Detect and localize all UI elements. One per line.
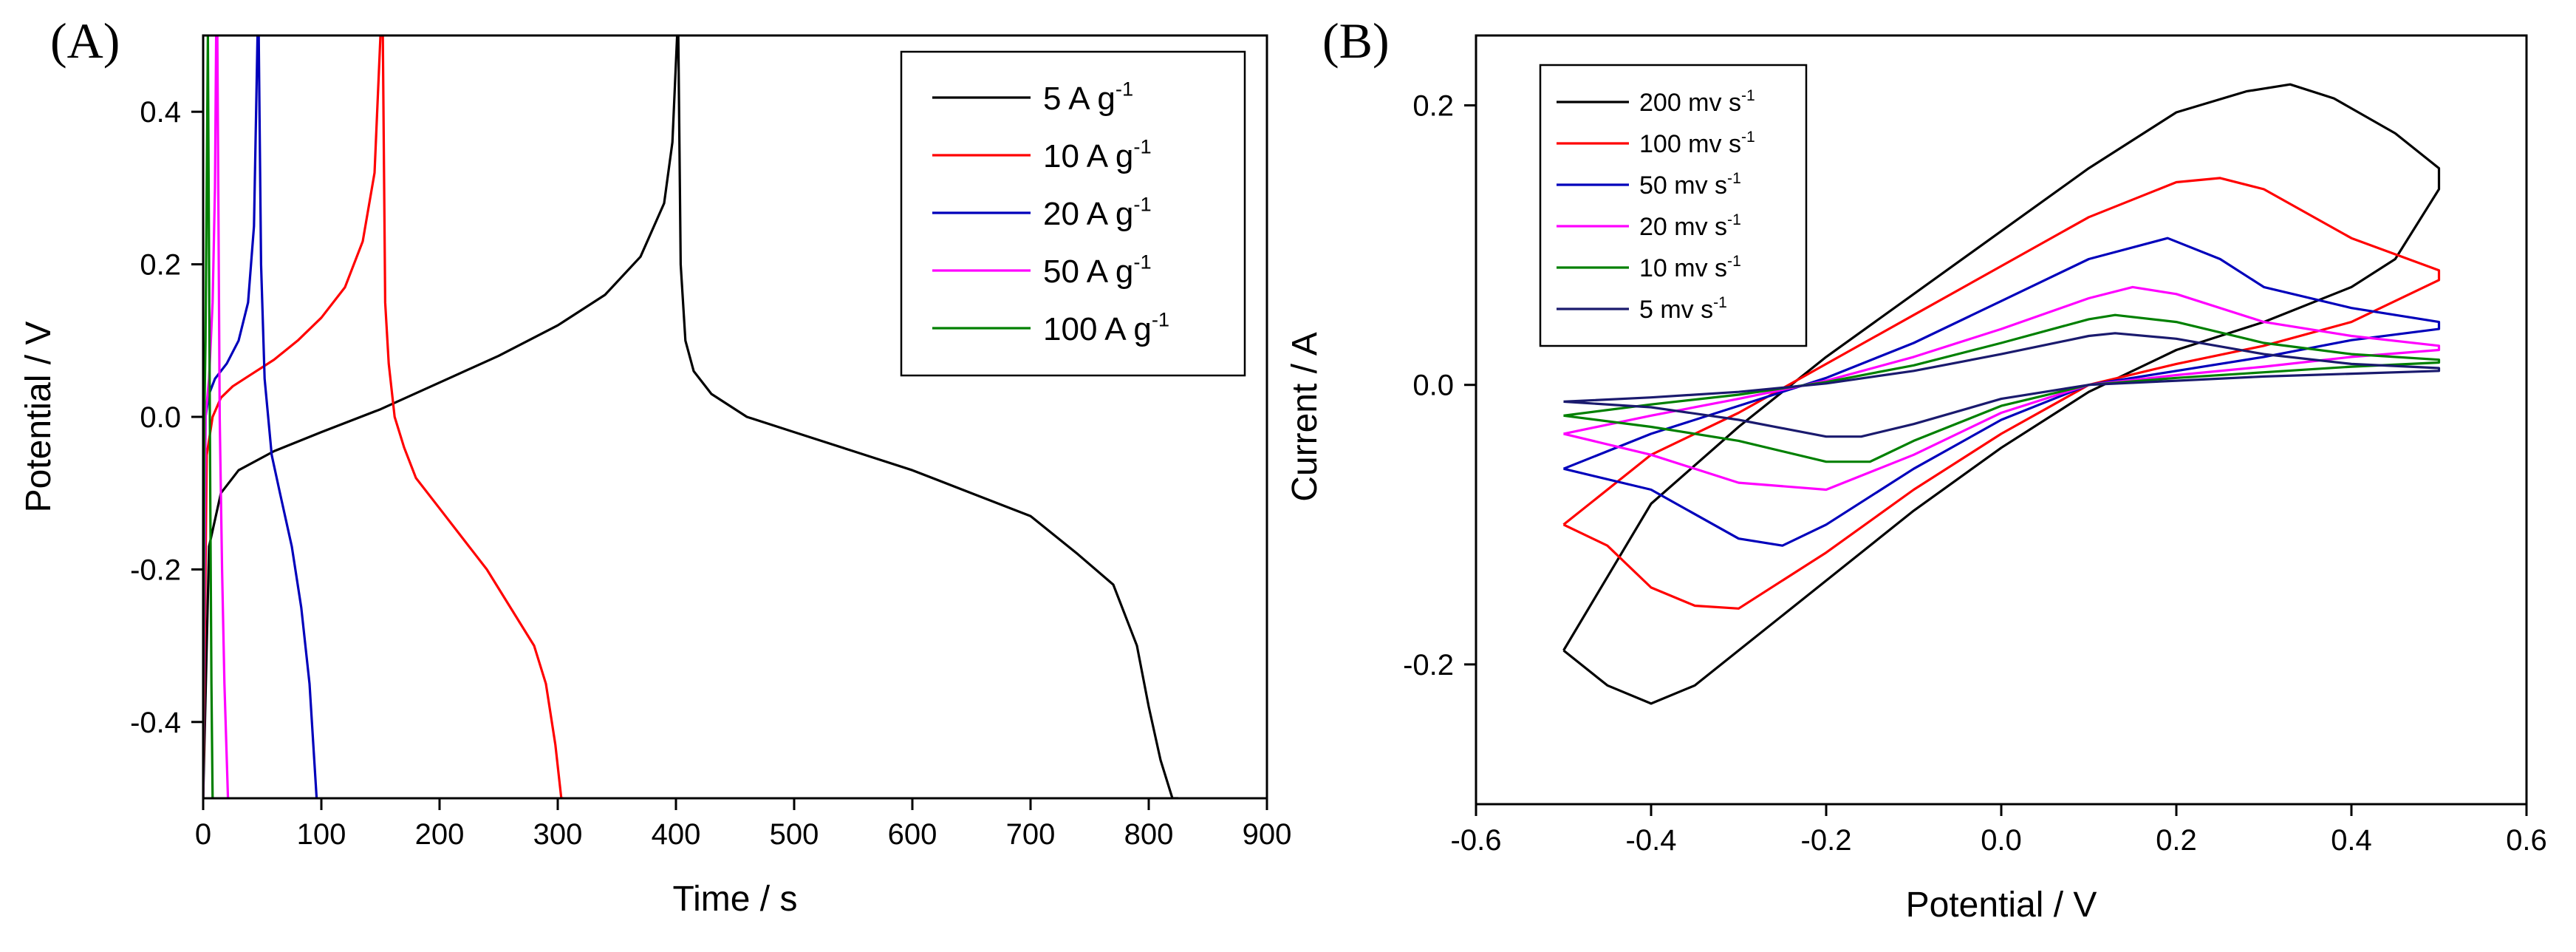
chart-b-y-tick-label: 0.0 xyxy=(1412,370,1454,402)
chart-b-legend-label-100-mv-s: 100 mv s-1 xyxy=(1639,129,1755,158)
chart-b-y-axis-label: Current / A xyxy=(1285,332,1325,501)
chart-b-plot-area xyxy=(1562,83,2441,705)
chart-a-axes: 0 100 200 300 400 500 600 700 800 900 -0.4 -0.2 0.0 0… xyxy=(130,96,1291,851)
chart-a-y-tick-label: 0.4 xyxy=(140,96,181,129)
chart-a-x-tick-label: 900 xyxy=(1243,818,1292,851)
chart-a-panel-label: (A) xyxy=(50,13,120,69)
chart-a-legend-label-100-a-g: 100 A g-1 xyxy=(1043,307,1169,347)
chart-a-legend-label-10-a-g: 10 A g-1 xyxy=(1043,135,1152,174)
chart-a-series-50-a-g-1 xyxy=(203,35,230,798)
chart-b-x-tick-label: 0.0 xyxy=(1981,824,2022,857)
chart-b-x-tick-label: -0.2 xyxy=(1801,824,1852,857)
chart-a-legend-label-50-a-g: 50 A g-1 xyxy=(1043,250,1152,289)
chart-b-x-tick-label: -0.6 xyxy=(1451,824,1502,857)
chart-b-axes: -0.6 -0.4 -0.2 0.0 0.2 0.4 0.6 -0.2 0.0 0.2 xyxy=(1403,90,2547,857)
chart-a-legend: 5 A g-1 10 A g-1 20 A g-1 50 A g-1 100 A g-1 xyxy=(900,50,1246,377)
chart-a-x-tick-label: 300 xyxy=(533,818,583,851)
chart-a-x-tick-label: 800 xyxy=(1124,818,1174,851)
chart-b-legend-label-200-mv-s: 200 mv s-1 xyxy=(1639,87,1755,117)
chart-b-series-50-mv-s-1 xyxy=(1562,237,2441,547)
chart-a-y-tick-label: 0.0 xyxy=(140,401,181,434)
chart-a-y-tick-label: -0.4 xyxy=(130,707,181,739)
chart-b: (B) -0.6 -0.4 -0.2 0.0 0.2 0.4 0.6 -0.2 0.0 0.2 P… xyxy=(1285,13,2547,925)
chart-a: (A) 0 100 200 300 400 500 600 700 800 900 -0.4 -0.2… xyxy=(19,13,1291,919)
chart-a-x-tick-label: 700 xyxy=(1006,818,1056,851)
chart-b-x-tick-label: 0.2 xyxy=(2156,824,2197,857)
chart-a-legend-label-5-a-g: 5 A g-1 xyxy=(1043,77,1133,116)
chart-b-series-100-mv-s-1 xyxy=(1562,177,2441,610)
chart-a-x-tick-label: 600 xyxy=(888,818,937,851)
chart-a-legend-label-20-a-g: 20 A g-1 xyxy=(1043,192,1152,231)
chart-a-y-axis-label: Potential / V xyxy=(19,322,58,513)
chart-b-x-tick-label: -0.4 xyxy=(1626,824,1677,857)
chart-a-x-tick-label: 100 xyxy=(297,818,346,851)
chart-a-series-10-a-g-1 xyxy=(203,35,564,798)
chart-b-legend-label-20-mv-s: 20 mv s-1 xyxy=(1639,211,1741,241)
chart-a-x-tick-label: 500 xyxy=(770,818,819,851)
chart-b-series-5-mv-s-1 xyxy=(1563,332,2441,438)
chart-b-legend: 200 mv s-1 100 mv s-1 50 mv s-1 20 mv s-1 10… xyxy=(1539,64,1808,347)
chart-b-x-tick-label: 0.6 xyxy=(2506,824,2547,857)
chart-b-legend-label-50-mv-s: 50 mv s-1 xyxy=(1639,170,1741,200)
chart-b-y-tick-label: 0.2 xyxy=(1412,90,1454,123)
chart-b-series-200-mv-s-1 xyxy=(1562,83,2441,705)
chart-a-series-5-a-g-1 xyxy=(203,35,1178,798)
chart-a-plot-area xyxy=(203,35,1178,798)
chart-a-x-tick-label: 400 xyxy=(652,818,701,851)
chart-b-y-tick-label: -0.2 xyxy=(1403,649,1454,681)
chart-b-legend-box xyxy=(1539,64,1808,347)
chart-a-y-tick-label: 0.2 xyxy=(140,249,181,282)
chart-a-x-tick-label: 0 xyxy=(195,818,211,851)
chart-b-legend-label-5-mv-s: 5 mv s-1 xyxy=(1639,294,1727,324)
chart-b-series-10-mv-s-1 xyxy=(1563,313,2441,463)
chart-a-x-tick-label: 200 xyxy=(415,818,465,851)
chart-b-x-axis-label: Potential / V xyxy=(1906,885,2097,925)
chart-a-x-axis-label: Time / s xyxy=(673,880,798,919)
chart-a-series-100-a-g-1 xyxy=(203,35,214,798)
chart-a-series-20-a-g-1 xyxy=(203,35,318,798)
chart-a-y-tick-label: -0.2 xyxy=(130,554,181,586)
chart-b-legend-label-10-mv-s: 10 mv s-1 xyxy=(1639,253,1741,282)
chart-b-series-20-mv-s-1 xyxy=(1563,285,2441,492)
chart-b-x-tick-label: 0.4 xyxy=(2331,824,2372,857)
chart-b-panel-label: (B) xyxy=(1322,13,1390,69)
